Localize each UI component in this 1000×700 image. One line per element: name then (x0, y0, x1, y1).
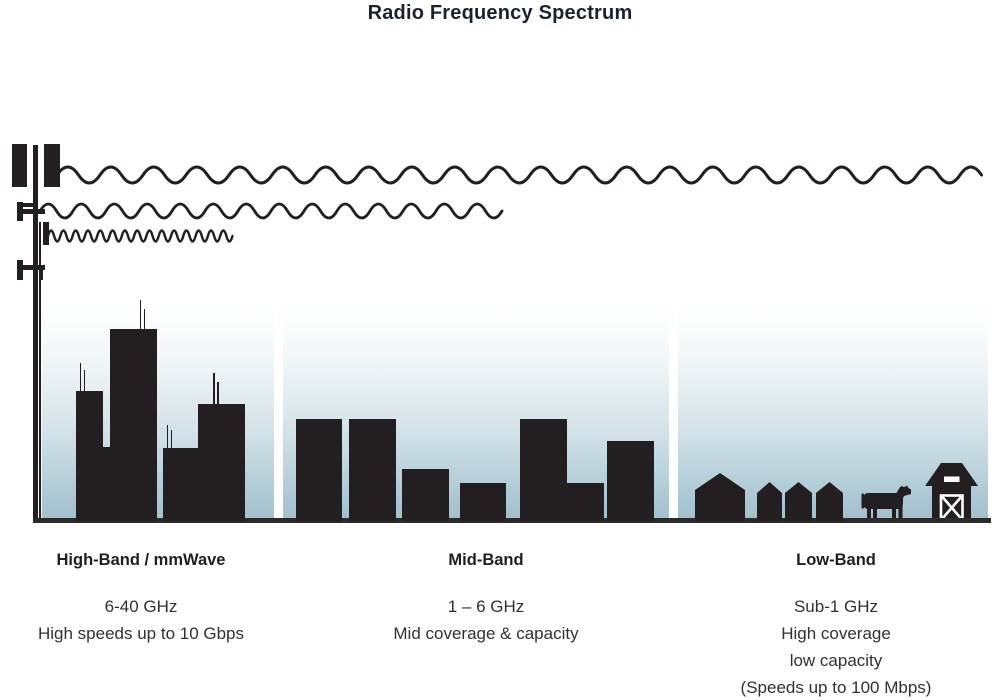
rooftop-antenna (83, 370, 86, 391)
band-info-line: (Speeds up to 100 Mbps) (740, 678, 932, 697)
suburb-building (402, 469, 449, 521)
tower-antenna-panel-left (12, 144, 27, 187)
rooftop-antenna (217, 382, 219, 404)
tower-crossarm-low (23, 265, 45, 270)
cow-icon (861, 485, 911, 521)
high-band-label: High-Band / mmWave 6-40 GHz High speeds u… (16, 549, 266, 647)
city-building (198, 404, 245, 521)
tower-mast (33, 145, 38, 523)
low-band-label: Low-Band Sub-1 GHz High coverage low capac… (711, 549, 961, 700)
suburb-building (567, 483, 604, 521)
band-info-line: High speeds up to 10 Gbps (37, 624, 245, 643)
tower-mast-secondary (39, 222, 41, 522)
rooftop-antenna (143, 309, 146, 329)
suburb-building (349, 419, 396, 521)
tower-stub (38, 270, 43, 280)
ground-line (33, 518, 991, 523)
barn-icon (925, 463, 978, 520)
band-details: 6-40 GHz High speeds up to 10 Gbps (16, 593, 266, 647)
band-info-line: High coverage (781, 624, 891, 643)
band-details: Sub-1 GHz High coverage low capacity (Speed… (711, 593, 961, 700)
suburb-building (520, 419, 567, 521)
tower-antenna-panel-right (44, 144, 60, 187)
tower-dish-mid (16, 201, 23, 221)
band-heading: Low-Band (796, 551, 876, 569)
short-wavelength-wave (46, 229, 234, 243)
city-building (101, 447, 111, 521)
rooftop-antenna (166, 425, 169, 448)
band-info-line: Mid coverage & capacity (393, 624, 579, 643)
band-info-line: 1 – 6 GHz (447, 597, 525, 616)
band-info-line: low capacity (789, 651, 883, 670)
rooftop-antenna (139, 300, 142, 329)
page-title: Radio Frequency Spectrum (367, 2, 633, 24)
city-building (76, 391, 103, 521)
rooftop-antenna (213, 373, 215, 404)
city-building (163, 448, 198, 521)
mid-band-label: Mid-Band 1 – 6 GHz Mid coverage & capacit… (361, 549, 611, 647)
city-building (110, 329, 157, 521)
tower-antenna-small (43, 222, 49, 245)
band-info-line: 6-40 GHz (104, 597, 178, 616)
suburb-building (296, 419, 342, 521)
tower-strut-mid (23, 203, 34, 207)
rooftop-antenna (79, 363, 82, 391)
rooftop-antenna (170, 430, 173, 448)
band-details: 1 – 6 GHz Mid coverage & capacity (361, 593, 611, 647)
medium-wavelength-wave (38, 202, 504, 220)
band-heading: High-Band / mmWave (56, 551, 226, 569)
band-heading: Mid-Band (448, 551, 524, 569)
long-wavelength-wave (55, 165, 983, 185)
tower-dish-low (16, 260, 23, 280)
band-info-line: Sub-1 GHz (793, 597, 879, 616)
tower-crossarm-mid (23, 208, 45, 214)
suburb-building (460, 483, 506, 521)
mid-band-coverage-panel (283, 300, 669, 518)
suburb-building (607, 441, 654, 521)
